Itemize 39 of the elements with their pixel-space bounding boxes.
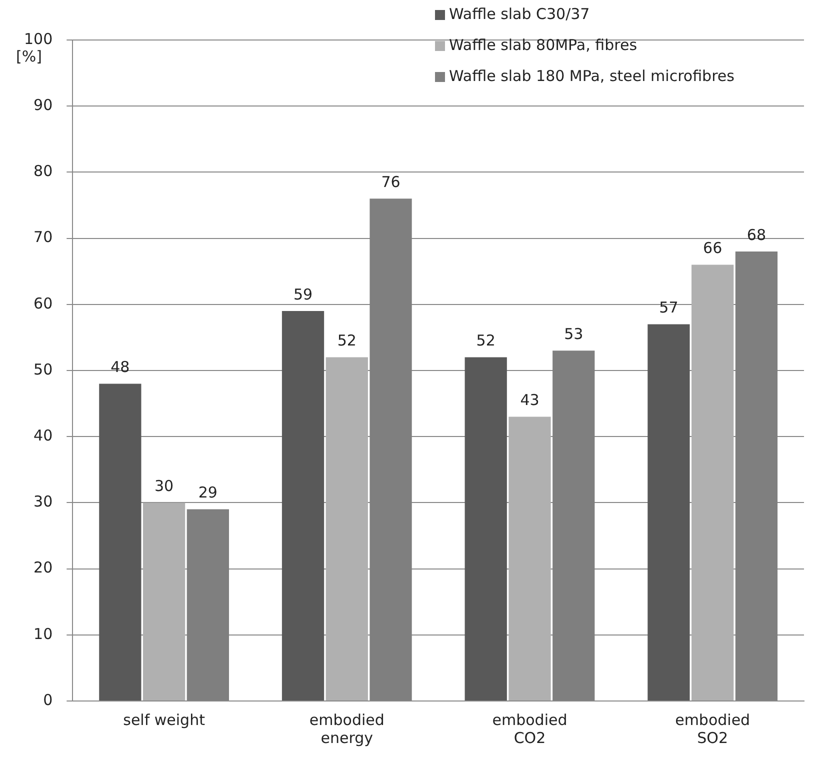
x-tick-label: embodied CO2	[492, 710, 568, 747]
data-label: 57	[659, 298, 678, 317]
data-label: 29	[198, 484, 218, 502]
y-tick-label: 50	[34, 360, 53, 378]
y-tick-label: 20	[34, 558, 53, 577]
data-label: 30	[154, 477, 174, 496]
y-tick-label: 80	[34, 162, 53, 180]
y-tick-label: 90	[34, 96, 53, 114]
x-tick-label: self weight	[123, 710, 206, 729]
bar	[326, 357, 368, 700]
bar	[508, 416, 551, 700]
y-tick-label: 60	[34, 294, 53, 312]
y-tick-label: 30	[34, 492, 53, 511]
bar	[648, 324, 690, 700]
y-tick-label: 10	[34, 624, 53, 643]
legend-label: Waffle slab 80MPa, fibres	[449, 35, 638, 56]
data-label: 48	[110, 358, 130, 376]
y-tick-label: 100	[24, 30, 53, 48]
data-label: 43	[520, 391, 540, 410]
data-label: 68	[746, 226, 766, 244]
legend-label: Waffle slab 180 MPa, steel microfibres	[449, 66, 734, 87]
data-label: 52	[476, 332, 496, 350]
bar	[142, 502, 186, 700]
y-tick-label: 40	[34, 426, 53, 444]
y-tick-label: 70	[34, 228, 53, 246]
data-label: 53	[564, 325, 584, 344]
x-tick-label: embodied energy	[309, 710, 384, 747]
data-label: 59	[293, 285, 313, 304]
bar	[692, 264, 734, 700]
y-axis-title: [%]	[16, 47, 42, 66]
legend-label: Waffle slab C30/37	[449, 4, 590, 25]
data-label: 66	[703, 239, 722, 258]
y-tick-label: 0	[43, 690, 53, 709]
data-label: 52	[337, 332, 356, 350]
bar	[464, 357, 507, 700]
bar	[282, 311, 324, 700]
bar	[99, 384, 142, 700]
data-label: 76	[381, 173, 400, 192]
x-tick-label: embodied SO2	[675, 710, 750, 747]
